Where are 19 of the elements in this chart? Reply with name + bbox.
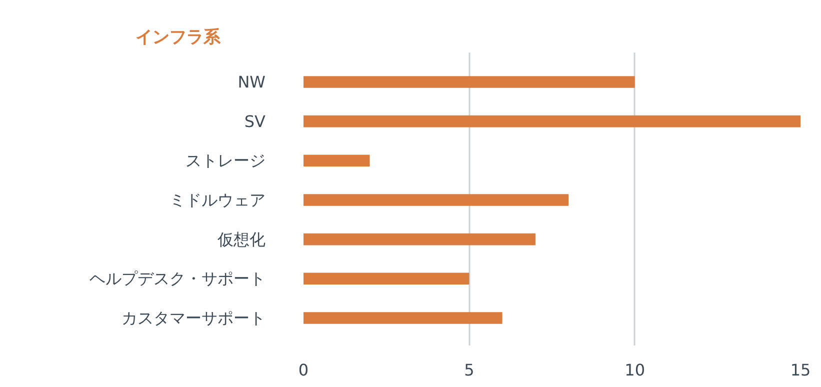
- y-tick-label: ミドルウェア: [170, 190, 266, 210]
- bar: [304, 115, 800, 128]
- x-tick-label: 15: [790, 360, 811, 380]
- x-tick-label: 10: [624, 360, 646, 380]
- bar: [304, 194, 569, 206]
- x-tick-label: 0: [298, 360, 309, 380]
- bar: [304, 154, 370, 167]
- bar: [304, 233, 536, 246]
- y-tick-label: カスタマーサポート: [122, 308, 266, 328]
- bar: [304, 76, 635, 88]
- y-tick-label: ヘルプデスク・サポート: [90, 269, 266, 288]
- bar: [304, 272, 470, 285]
- y-tick-label: NW: [238, 72, 266, 92]
- y-tick-label: ストレージ: [186, 151, 266, 170]
- bar: [304, 312, 502, 324]
- chart-title: インフラ系: [136, 28, 222, 48]
- y-tick-label: SV: [244, 112, 266, 131]
- x-tick-label: 5: [464, 360, 474, 380]
- y-tick-label: 仮想化: [216, 230, 266, 249]
